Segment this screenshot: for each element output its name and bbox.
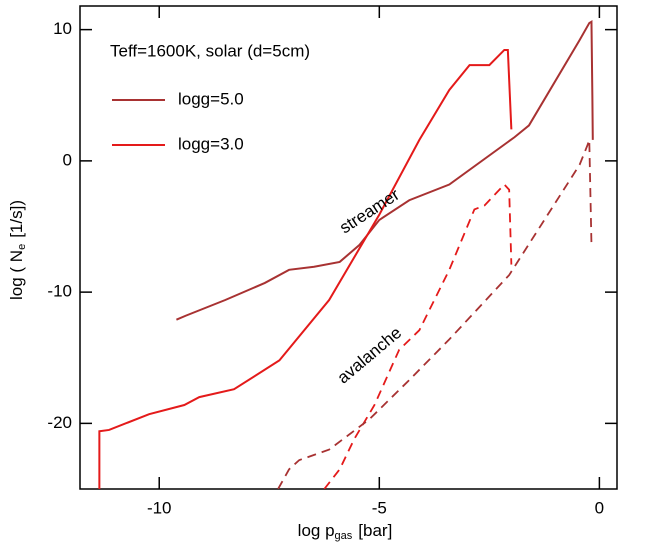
series-line: [277, 139, 593, 489]
x-label-sub: gas: [335, 530, 353, 542]
y-tick-label: 0: [63, 150, 72, 169]
x-axis-label: log pgas [bar]: [298, 521, 393, 541]
y-label-main: log ( N: [7, 250, 26, 300]
annotation: avalanche: [334, 323, 406, 387]
legend-label: logg=3.0: [178, 134, 244, 153]
y-label-rest: [1/s]): [7, 200, 26, 238]
y-label-sub: e: [16, 244, 28, 250]
x-label-main: log p: [298, 521, 335, 540]
x-label-rest: [bar]: [358, 521, 392, 540]
y-tick-label: -10: [47, 282, 72, 301]
plot-lines: [98, 20, 594, 489]
y-tick-label: -20: [47, 413, 72, 432]
series-line: [176, 20, 594, 321]
series-line: [98, 48, 513, 489]
legend-label: logg=5.0: [178, 89, 244, 108]
chart-title: Teff=1600K, solar (d=5cm): [110, 41, 310, 60]
y-tick-label: 10: [53, 19, 72, 38]
x-tick-label: 0: [595, 498, 604, 517]
x-tick-label: -5: [372, 498, 387, 517]
x-tick-label: -10: [147, 498, 172, 517]
plot-frame: [79, 5, 618, 490]
y-axis-label: log ( Ne [1/s]): [7, 200, 27, 300]
series-line: [323, 183, 513, 489]
